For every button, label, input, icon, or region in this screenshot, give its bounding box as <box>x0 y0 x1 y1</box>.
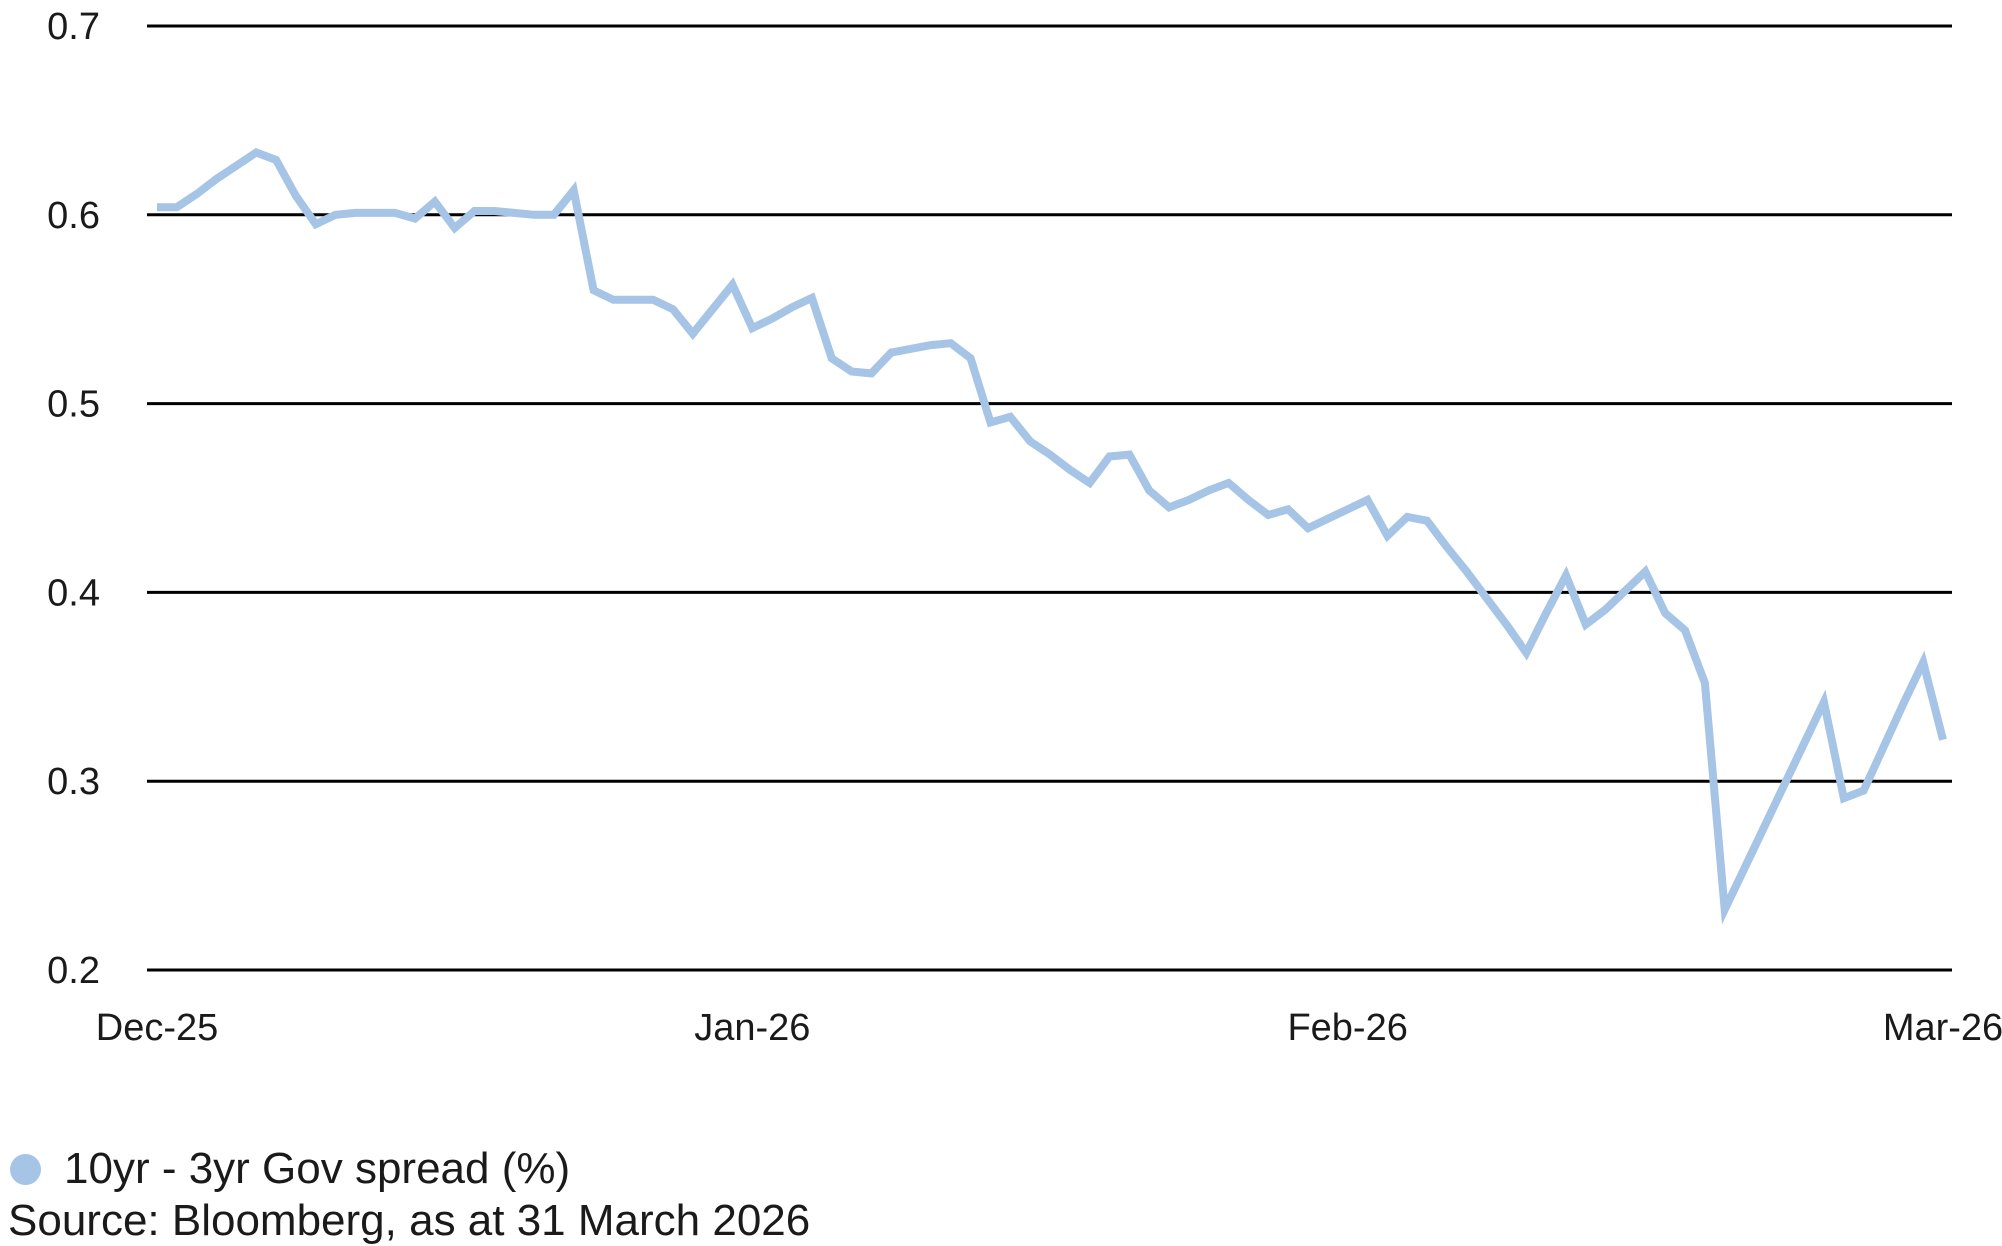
y-tick-label: 0.5 <box>47 384 100 426</box>
y-tick-label: 0.2 <box>47 950 100 992</box>
legend-label: 10yr - 3yr Gov spread (%) <box>64 1144 571 1193</box>
x-tick-label: Mar-26 <box>1883 1007 2002 1049</box>
y-tick-label: 0.6 <box>47 195 100 237</box>
spread-series-line <box>157 148 1947 925</box>
legend-marker-dot <box>10 1153 41 1185</box>
source-note: Source: Bloomberg, as at 31 March 2026 <box>8 1196 811 1245</box>
x-tick-label: Dec-25 <box>96 1007 219 1049</box>
x-tick-label: Feb-26 <box>1287 1007 1407 1049</box>
y-tick-label: 0.3 <box>47 761 100 803</box>
y-tick-label: 0.4 <box>47 572 100 614</box>
legend: 10yr - 3yr Gov spread (%) <box>10 1144 571 1193</box>
y-tick-label: 0.7 <box>47 6 100 48</box>
x-tick-label: Jan-26 <box>694 1007 810 1049</box>
